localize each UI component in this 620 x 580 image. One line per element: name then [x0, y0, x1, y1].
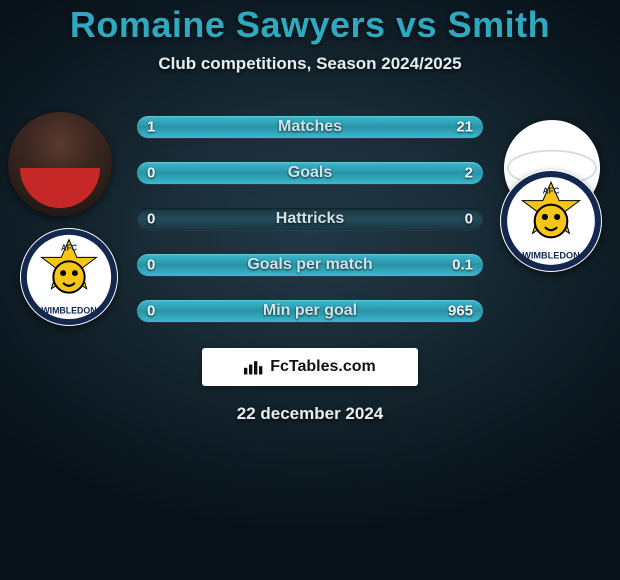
stat-row: 0 Hattricks 0 — [137, 208, 483, 230]
subtitle: Club competitions, Season 2024/2025 — [0, 54, 620, 74]
stats-block: 1 Matches 21 0 Goals 2 0 Hattricks 0 0 Goals per m… — [137, 116, 483, 322]
stat-value-left: 0 — [147, 165, 155, 182]
dateline: 22 december 2024 — [0, 404, 620, 424]
stat-value-right: 0 — [465, 211, 473, 228]
comparison-card: Romaine Sawyers vs Smith Club competitio… — [0, 0, 620, 424]
stat-row: 0 Goals 2 — [137, 162, 483, 184]
stat-value-left: 0 — [147, 257, 155, 274]
stat-value-right: 965 — [448, 303, 473, 320]
stat-label: Matches — [278, 118, 342, 136]
stat-value-right: 2 — [465, 165, 473, 182]
source-badge: FcTables.com — [202, 348, 418, 386]
stat-value-left: 0 — [147, 211, 155, 228]
stat-label: Min per goal — [263, 302, 357, 320]
bar-chart-icon — [244, 359, 264, 375]
stat-value-left: 0 — [147, 303, 155, 320]
stat-row: 0 Min per goal 965 — [137, 300, 483, 322]
page-title: Romaine Sawyers vs Smith — [0, 4, 620, 46]
stat-value-left: 1 — [147, 119, 155, 136]
stat-row: 0 Goals per match 0.1 — [137, 254, 483, 276]
source-badge-text: FcTables.com — [270, 358, 376, 376]
stat-value-right: 0.1 — [452, 257, 473, 274]
stat-row: 1 Matches 21 — [137, 116, 483, 138]
stat-label: Goals per match — [247, 256, 372, 274]
stat-label: Hattricks — [276, 210, 344, 228]
stat-value-right: 21 — [456, 119, 473, 136]
stat-label: Goals — [288, 164, 332, 182]
